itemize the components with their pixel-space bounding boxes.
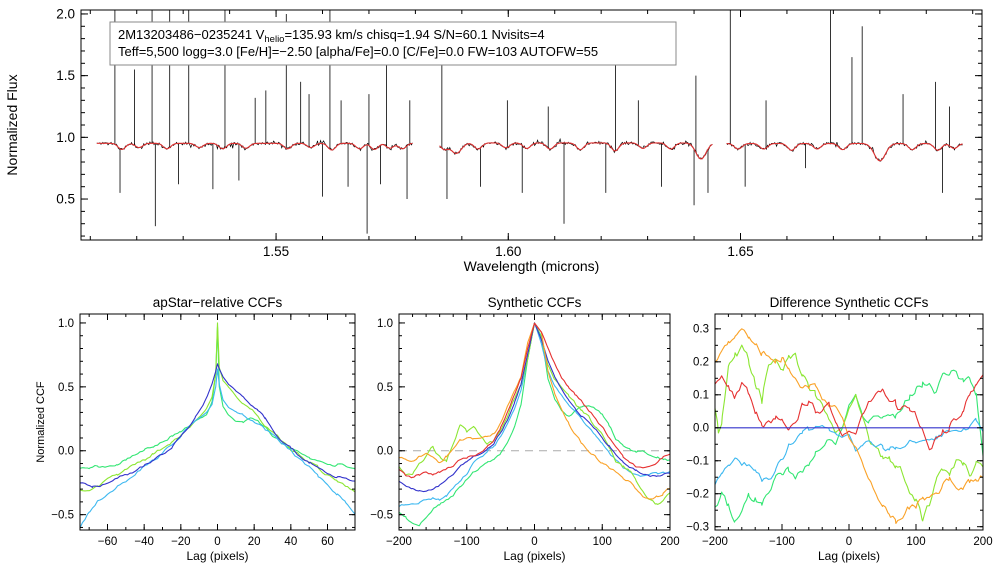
visit-navy-curve <box>80 363 355 488</box>
y-tick-label: −0.3 <box>686 522 709 534</box>
x-tick-label: −100 <box>769 536 795 548</box>
x-tick-label: 0 <box>214 536 220 548</box>
y-tick-label: 1.0 <box>56 130 75 145</box>
y-tick-label: 0.3 <box>693 324 709 336</box>
y-tick-label: 1.0 <box>58 318 74 330</box>
y-axis-label: Normalized Flux <box>4 74 20 175</box>
panel-title: apStar−relative CCFs <box>153 295 283 310</box>
x-tick-label: −60 <box>98 536 118 548</box>
x-tick-label: 200 <box>973 536 992 548</box>
model-fit-line <box>439 142 713 160</box>
x-tick-label: 20 <box>248 536 261 548</box>
x-tick-label: 0 <box>846 536 852 548</box>
y-tick-label: 0.0 <box>377 446 393 458</box>
y-tick-label: −0.5 <box>51 510 74 522</box>
y-tick-label: −0.5 <box>370 510 393 522</box>
difference-ccf-panel: −200 −100 0 100 200 −0.3 −0.2 −0.1 0.0 0.1 0.2 0.3 L… <box>686 295 992 563</box>
axis-box <box>714 313 984 531</box>
axis-box <box>398 313 671 531</box>
x-tick-label: 100 <box>593 536 612 548</box>
x-tick-label: 100 <box>906 536 925 548</box>
spectrum-panel: 1.55 1.60 1.65 0.5 1.0 1.5 2.0 Wavelength (micr… <box>4 7 983 274</box>
y-tick-label: 0.5 <box>377 382 393 394</box>
x-axis-label: Wavelength (microns) <box>464 258 600 274</box>
y-tick-label: 2.0 <box>56 7 75 22</box>
y-tick-label: 0.5 <box>56 192 75 207</box>
y-tick-label: 0.0 <box>58 446 74 458</box>
x-tick-label: −200 <box>702 536 728 548</box>
x-tick-label: −100 <box>454 536 480 548</box>
x-tick-label: 1.55 <box>263 244 289 259</box>
x-axis-label: Lag (pixels) <box>818 549 880 563</box>
y-axis-label: Normalized CCF <box>35 381 47 463</box>
diff-orange-curve <box>715 328 983 524</box>
panel-title: Synthetic CCFs <box>488 295 582 310</box>
annotation-line1: 2M13203486−0235241 Vhelio=135.93 km/s ch… <box>118 27 545 45</box>
visit-spring-green-curve <box>80 326 355 470</box>
x-tick-label: −20 <box>171 536 191 548</box>
x-tick-label: 1.65 <box>727 244 753 259</box>
diff-red-curve <box>715 374 983 451</box>
diff-spring-green-curve <box>715 369 983 523</box>
x-tick-label: 1.60 <box>495 244 521 259</box>
y-tick-label: 1.5 <box>56 68 75 83</box>
x-tick-label: −40 <box>134 536 154 548</box>
y-tick-label: 0.0 <box>693 423 709 435</box>
annotation-box <box>109 21 677 66</box>
y-tick-label: 0.5 <box>58 382 74 394</box>
synthetic-ccf-panel: −200 −100 0 100 200 −0.5 0.0 0.5 1.0 Lag (pixels)… <box>370 295 679 563</box>
annotation-line2: Teff=5,500 logg=3.0 [Fe/H]=−2.50 [alpha/… <box>118 44 598 59</box>
apstar-ccf-panel: −60 −40 −20 0 20 40 60 −0.5 0.0 0.5 1.0 Lag (pixels… <box>35 295 356 563</box>
syn-red-curve <box>399 322 670 479</box>
x-axis-label: Lag (pixels) <box>186 549 248 563</box>
x-tick-label: 60 <box>321 536 334 548</box>
model-fit-line <box>96 142 413 151</box>
axis-box <box>80 9 983 241</box>
y-tick-label: 0.1 <box>693 390 709 402</box>
x-axis-label: Lag (pixels) <box>503 549 565 563</box>
x-tick-label: 40 <box>284 536 297 548</box>
diff-chartreuse-curve <box>715 344 983 522</box>
visit-cyan-curve <box>80 368 355 529</box>
model-fit-line <box>726 142 963 162</box>
y-tick-label: −0.1 <box>686 456 709 468</box>
x-tick-label: 0 <box>531 536 537 548</box>
panel-title: Difference Synthetic CCFs <box>770 295 929 310</box>
x-tick-label: 200 <box>660 536 679 548</box>
y-tick-label: 0.2 <box>693 357 709 369</box>
y-tick-label: 1.0 <box>377 318 393 330</box>
x-tick-label: −200 <box>386 536 412 548</box>
axis-box <box>79 313 356 531</box>
y-tick-label: −0.2 <box>686 489 709 501</box>
